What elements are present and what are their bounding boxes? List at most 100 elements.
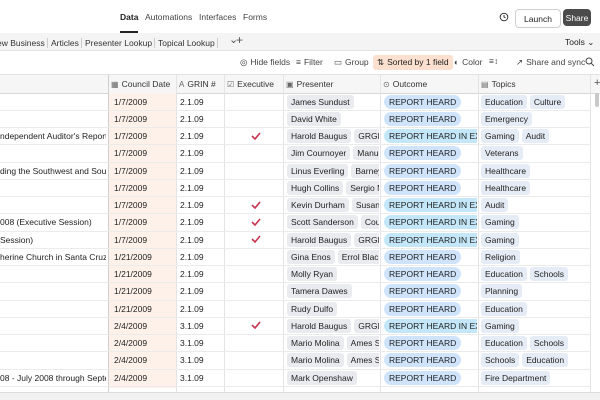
nav-tab[interactable]: Data	[120, 12, 139, 22]
nav-tab[interactable]: Automations	[145, 12, 193, 22]
toolbar-button[interactable]: ◐ Color	[450, 55, 486, 69]
toolbar-label[interactable]: Color	[462, 57, 483, 67]
launch-label[interactable]: Launch	[524, 13, 552, 24]
toolbar-button[interactable]: ⇅ Sorted by 1 field	[373, 55, 453, 70]
executive-check	[251, 131, 261, 140]
share-button[interactable]: Share	[563, 9, 591, 26]
column-divider	[224, 75, 225, 392]
table-tab[interactable]: Presenter Lookup	[85, 38, 153, 48]
column-header[interactable]: ⊙ Outcome	[383, 75, 475, 93]
toolbar-label[interactable]: Share and sync	[526, 57, 586, 67]
column-divider	[108, 75, 109, 392]
topics-cell: Audit	[481, 197, 589, 214]
toolbar-button[interactable]: ≡ Filter	[292, 55, 327, 69]
topics-cell: Healthcare	[481, 162, 589, 179]
launch-button[interactable]: Launch	[515, 9, 561, 28]
outcome-cell: REPORT HEARD IN EXE...	[384, 128, 477, 145]
council-date: 1/7/2009	[114, 131, 148, 142]
outcome-cell: REPORT HEARD	[384, 162, 477, 179]
share-label[interactable]: Share	[565, 12, 589, 23]
history-icon[interactable]	[499, 12, 509, 22]
executive-check	[251, 200, 261, 209]
topic-pill: Fire Department	[481, 370, 551, 385]
council-date: 1/7/2009	[114, 165, 148, 176]
column-header[interactable]: A GRIN #	[179, 75, 221, 93]
outcome-pill: REPORT HEARD	[384, 163, 462, 178]
row-divider	[0, 334, 590, 335]
toolbar-icon[interactable]: ▭	[334, 57, 343, 67]
column-header-label[interactable]: GRIN #	[187, 79, 216, 89]
nav-tab[interactable]: Interfaces	[199, 12, 237, 22]
outcome-pill: REPORT HEARD	[384, 111, 462, 126]
council-date: 1/21/2009	[114, 303, 152, 314]
column-header-label[interactable]: Executive	[237, 79, 275, 89]
outcome-cell: REPORT HEARD	[384, 110, 477, 127]
row-divider	[0, 282, 590, 284]
grin-number: 2.1.09	[180, 148, 204, 159]
toolbar-button[interactable]: ↗ Share and sync	[512, 55, 589, 70]
council-date: 1/7/2009	[114, 148, 148, 159]
toolbar-label[interactable]: Filter	[303, 57, 323, 67]
outcome-pill: REPORT HEARD	[384, 180, 462, 195]
toolbar-button[interactable]: ▭ Group	[330, 55, 373, 70]
column-header-label[interactable]: Council Date	[121, 79, 171, 89]
column-header-label[interactable]: Outcome	[392, 79, 428, 89]
table-tab[interactable]: Topical Lookup	[158, 38, 215, 48]
council-date: 2/4/2009	[114, 320, 148, 331]
column-header-label[interactable]: Presenter	[296, 79, 334, 89]
sorted-column-highlight	[108, 93, 176, 388]
council-date: 1/7/2009	[114, 217, 148, 228]
topic-pill: Gaming	[481, 232, 519, 247]
nav-tab[interactable]: Forms	[243, 12, 268, 22]
topic-pill: Audit	[521, 129, 550, 144]
column-header[interactable]: ☑ Executive	[227, 75, 280, 93]
column-divider	[590, 75, 591, 392]
topic-pill: Healthcare	[481, 180, 531, 195]
council-date: 1/21/2009	[114, 286, 152, 297]
presenter-pill: Jim Cournoyer	[287, 146, 351, 161]
scrollbar	[0, 392, 600, 400]
toolbar-icon[interactable]: ◐	[454, 57, 460, 67]
presenter-cell: Jim CournoyerManuel Hern	[287, 145, 379, 162]
toolbar-button[interactable]: ◎ Hide fields	[236, 55, 294, 70]
toolbar-label[interactable]: Group	[345, 57, 369, 67]
tools-label[interactable]: Tools	[565, 37, 585, 47]
presenter-cell: Harold BaugusGRGE Board	[287, 317, 379, 334]
outcome-pill: REPORT HEARD IN EXE...	[384, 232, 477, 247]
column-header[interactable]: ▣ Presenter	[286, 75, 377, 93]
toolbar-icon[interactable]: ≡	[296, 57, 301, 67]
tools-menu[interactable]: Tools ⌄	[565, 37, 595, 47]
row-divider	[0, 213, 590, 215]
toolbar-icon[interactable]: ◎	[240, 57, 248, 67]
column-header[interactable]: ▤ Topics	[481, 75, 587, 93]
field-type-icon: ⊙	[383, 79, 390, 89]
presenter-cell: Harold BaugusGRGE Board	[287, 128, 379, 145]
row-height-button[interactable]: ≡↕	[489, 56, 499, 66]
add-field[interactable]: +	[594, 77, 600, 89]
add-table[interactable]: +	[236, 33, 244, 47]
table-tab[interactable]: Articles	[51, 38, 79, 48]
toolbar-label[interactable]: Sorted by 1 field	[387, 57, 449, 67]
column-divider	[478, 75, 479, 392]
grin-number: 2.1.09	[180, 113, 204, 124]
council-date: 1/21/2009	[114, 269, 152, 280]
executive-check	[251, 321, 261, 330]
outcome-pill: REPORT HEARD IN EXE...	[384, 215, 477, 230]
tab-dropdown[interactable]: ⌄	[229, 34, 239, 46]
column-header[interactable]: ▦ Council Date	[111, 75, 173, 93]
grin-number: 2.1.09	[180, 217, 204, 228]
column-header-label[interactable]: Topics	[491, 79, 516, 89]
toolbar-icon[interactable]: ⇅	[377, 57, 385, 67]
grin-number: 2.1.09	[180, 200, 204, 211]
field-type-icon: A	[179, 79, 185, 89]
search-icon[interactable]	[585, 57, 595, 67]
toolbar-icon[interactable]: ↗	[516, 57, 524, 67]
table-tab[interactable]: ew Business	[0, 38, 45, 48]
outcome-pill: REPORT HEARD	[384, 353, 462, 368]
topics-cell: Education Schools	[481, 266, 589, 283]
toolbar-label[interactable]: Hide fields	[250, 57, 291, 67]
view-toolbar	[0, 51, 600, 75]
